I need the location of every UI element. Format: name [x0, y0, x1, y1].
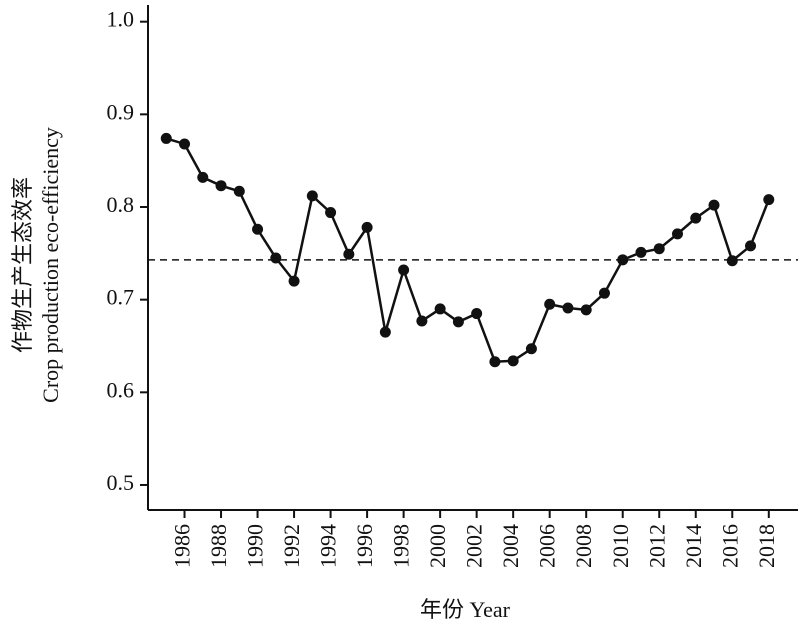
point — [471, 308, 483, 320]
y-tick-label: 0.7 — [107, 285, 135, 310]
point — [617, 254, 629, 266]
point — [690, 212, 702, 224]
point — [325, 207, 337, 219]
point — [197, 171, 209, 183]
point — [179, 138, 191, 150]
point — [361, 221, 373, 233]
point — [708, 199, 720, 211]
point — [745, 240, 757, 252]
point — [671, 228, 683, 240]
x-tick-label: 2002 — [462, 524, 487, 568]
point — [398, 264, 410, 276]
point — [763, 194, 775, 206]
y-axis-label: Crop production eco-efficiency — [38, 127, 63, 403]
y-tick-label: 0.6 — [107, 377, 135, 402]
point — [525, 343, 537, 355]
y-tick-label: 0.9 — [107, 99, 135, 124]
x-tick-label: 1992 — [279, 524, 304, 568]
x-tick-label: 2018 — [754, 524, 779, 568]
point — [452, 316, 464, 328]
point — [434, 303, 446, 315]
x-tick-label: 1990 — [243, 524, 268, 568]
point — [489, 356, 501, 368]
x-axis-label: 年份 Year — [420, 597, 511, 622]
x-tick-label: 1988 — [206, 524, 231, 568]
point — [562, 302, 574, 314]
point — [726, 255, 738, 267]
point — [306, 190, 318, 202]
point — [598, 287, 610, 299]
x-tick-label: 2012 — [644, 524, 669, 568]
y-tick-label: 0.5 — [107, 470, 135, 495]
x-tick-label: 2006 — [535, 524, 560, 568]
x-tick-label: 1996 — [352, 524, 377, 568]
point — [270, 252, 282, 264]
point — [416, 315, 428, 327]
point — [343, 248, 355, 260]
x-tick-label: 1986 — [170, 524, 195, 568]
x-tick-label: 2008 — [571, 524, 596, 568]
point — [653, 243, 665, 255]
y-axis-label: 作物生产生态效率 — [10, 177, 35, 353]
y-tick-label: 1.0 — [107, 7, 135, 32]
point — [544, 298, 556, 310]
x-tick-label: 2014 — [681, 524, 706, 568]
x-tick-label: 2010 — [608, 524, 633, 568]
x-tick-label: 2000 — [425, 524, 450, 568]
line — [165, 137, 770, 364]
point — [580, 304, 592, 316]
point — [252, 223, 264, 235]
x-tick-label: 2004 — [498, 524, 523, 568]
x-tick-label: 1994 — [316, 524, 341, 568]
y-tick-label: 0.8 — [107, 192, 135, 217]
x-tick-label: 2016 — [717, 524, 742, 568]
point — [288, 275, 300, 287]
point — [379, 326, 391, 338]
point — [233, 185, 245, 197]
x-tick-label: 1998 — [389, 524, 414, 568]
point — [507, 355, 519, 367]
point — [215, 180, 227, 192]
point — [635, 246, 647, 258]
point — [160, 132, 172, 144]
